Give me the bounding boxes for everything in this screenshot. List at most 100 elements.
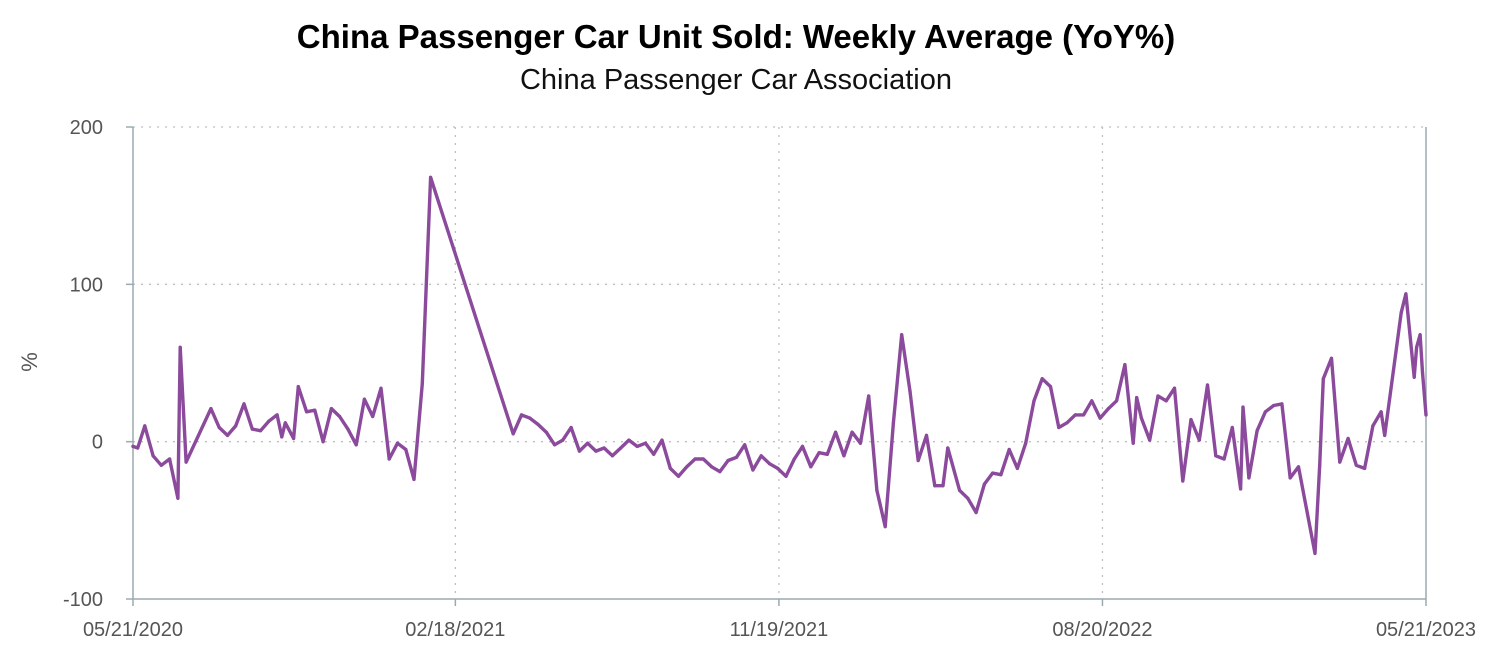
y-tick-label: 100 (70, 274, 103, 296)
data-point (1098, 416, 1102, 420)
data-point (1404, 292, 1408, 296)
data-point (1024, 441, 1028, 445)
data-point (511, 432, 515, 436)
data-point (143, 424, 147, 428)
data-point (387, 457, 391, 461)
data-point (1424, 413, 1428, 417)
data-point (743, 443, 747, 447)
data-point (1135, 396, 1139, 400)
data-point (643, 441, 648, 445)
data-point (1048, 385, 1053, 389)
data-point (1296, 465, 1301, 469)
data-point (974, 510, 978, 515)
series-line (131, 175, 1428, 556)
data-point (867, 394, 871, 398)
data-point (395, 441, 400, 445)
data-point (168, 457, 172, 461)
data-point (1148, 438, 1152, 442)
data-point (784, 474, 788, 478)
data-point (178, 345, 182, 349)
data-point (594, 449, 598, 453)
data-point (916, 458, 920, 463)
data-point (429, 175, 433, 179)
data-point (1082, 413, 1086, 417)
data-point (329, 407, 333, 411)
data-point (1318, 463, 1322, 467)
data-point (1181, 479, 1185, 483)
data-point (858, 441, 863, 445)
data-point (553, 443, 557, 447)
data-point (1123, 363, 1127, 367)
data-point (602, 446, 606, 450)
data-point (234, 424, 238, 428)
x-tick-label: 05/21/2020 (83, 619, 183, 641)
data-point (176, 496, 180, 500)
data-point (883, 525, 887, 529)
data-point (151, 454, 155, 458)
data-point (1399, 311, 1403, 315)
data-point (966, 496, 970, 500)
y-axis-label: % (17, 352, 42, 372)
data-point (734, 455, 739, 459)
data-point (726, 458, 730, 463)
data-point (1115, 399, 1119, 403)
data-point (420, 381, 424, 386)
data-point (159, 463, 163, 467)
data-point (693, 457, 697, 461)
data-point (217, 425, 221, 430)
data-point (561, 438, 565, 442)
data-point (635, 444, 639, 448)
data-point (1065, 421, 1069, 425)
data-point (1040, 377, 1044, 381)
data-point (1321, 377, 1325, 381)
data-point (891, 421, 896, 425)
data-point (1214, 454, 1218, 458)
data-point (660, 438, 664, 442)
data-point (1241, 405, 1245, 409)
x-tick-label: 05/21/2023 (1376, 619, 1476, 641)
data-point (850, 430, 854, 434)
plot-frame (126, 126, 1427, 606)
data-point (1131, 441, 1135, 445)
data-point (933, 484, 937, 488)
chart-title: China Passenger Car Unit Sold: Weekly Av… (297, 18, 1175, 55)
data-point (586, 441, 590, 445)
data-point (283, 421, 287, 425)
data-point (321, 440, 325, 444)
y-tick-label: -100 (63, 589, 103, 611)
grid (133, 126, 1426, 599)
data-point (751, 468, 755, 472)
data-point (1032, 399, 1036, 403)
data-point (701, 457, 705, 461)
data-point (1329, 356, 1334, 360)
data-point (908, 389, 912, 393)
data-point (371, 414, 375, 419)
data-point (1272, 403, 1276, 408)
data-point (1371, 424, 1375, 428)
data-point (569, 425, 573, 430)
data-point (136, 446, 140, 450)
data-point (412, 477, 416, 481)
data-point (1015, 466, 1020, 470)
data-point (685, 465, 689, 469)
y-tick-label: 0 (92, 432, 103, 454)
data-point (209, 407, 213, 411)
y-tick-label: 200 (70, 117, 103, 139)
data-point (900, 333, 904, 337)
data-point (1197, 438, 1201, 442)
data-point (776, 466, 780, 470)
data-point (225, 433, 230, 437)
data-point (1172, 386, 1177, 390)
data-point (668, 466, 672, 470)
data-point (338, 414, 342, 419)
data-point (1222, 457, 1226, 461)
data-point (676, 474, 681, 478)
data-point (999, 473, 1003, 477)
data-point (250, 427, 254, 431)
data-point (1338, 460, 1342, 464)
data-point (258, 429, 263, 433)
data-point (842, 454, 846, 458)
data-point (991, 471, 995, 475)
data-point (1288, 476, 1292, 480)
